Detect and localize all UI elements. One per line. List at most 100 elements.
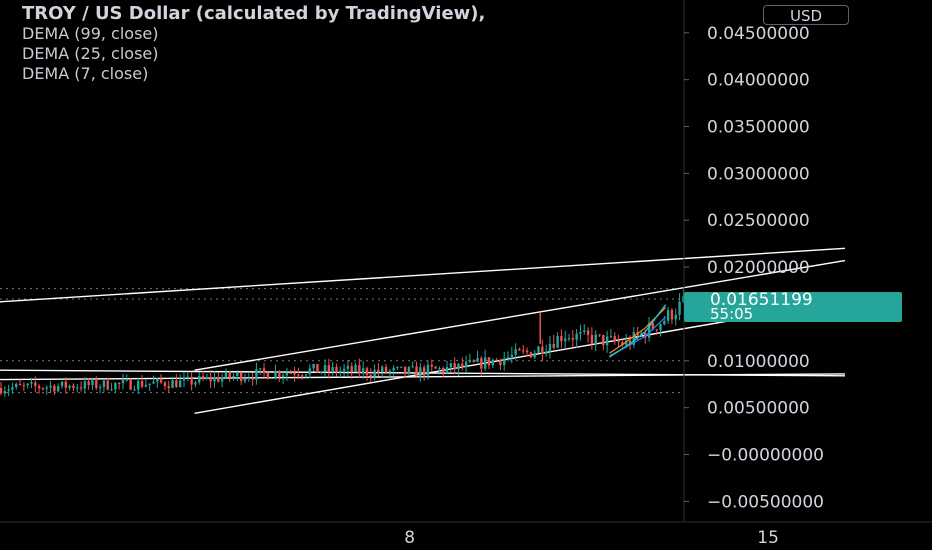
price-tick-label: 0.04500000 [707, 24, 810, 44]
candle-body [232, 375, 235, 378]
candle [159, 374, 163, 385]
candle-body [15, 384, 18, 388]
candle-body [49, 385, 52, 388]
candle-body [7, 389, 10, 392]
candle-body [346, 366, 350, 369]
candle [682, 288, 685, 304]
trendline-0 [0, 247, 845, 303]
candle [457, 362, 460, 377]
candle [125, 374, 129, 382]
last-price-value: 0.01651199 [710, 290, 813, 310]
candle [361, 361, 365, 379]
candle [121, 373, 125, 390]
candle [579, 324, 582, 341]
candle-body [438, 367, 441, 369]
candle-body [270, 377, 273, 380]
candle [289, 369, 292, 374]
candle-body [205, 376, 209, 379]
candle-body [41, 388, 45, 390]
candle [163, 380, 167, 390]
candle-body [464, 361, 468, 368]
price-axis[interactable]: 0.04500000 0.04000000 0.03500000 0.03000000… [684, 24, 824, 513]
time-axis[interactable]: 8 15 [404, 528, 779, 548]
candle [327, 358, 331, 379]
candle-body [594, 334, 597, 344]
candle [365, 366, 369, 381]
candle [472, 359, 475, 363]
candle-body [251, 378, 254, 380]
candle-body [91, 380, 94, 386]
candle [224, 368, 228, 380]
candle [632, 327, 636, 348]
candle [236, 370, 239, 382]
price-tick-label: 0.02500000 [707, 211, 810, 231]
candle-body [552, 343, 555, 348]
candle-body [266, 372, 270, 380]
candle [430, 359, 433, 373]
currency-button[interactable]: USD [763, 5, 849, 25]
candle-body [3, 391, 7, 394]
candle [342, 364, 346, 377]
candle-body [247, 378, 250, 380]
candle [522, 344, 525, 355]
indicator-dema-7[interactable]: DEMA (7, close) [22, 64, 149, 83]
candle-body [255, 369, 258, 380]
candle [369, 368, 372, 383]
candle-body [224, 371, 228, 378]
candle [255, 362, 258, 385]
candle-body [548, 343, 552, 352]
candle [270, 377, 273, 380]
candle-body [495, 359, 498, 361]
candle-body [37, 386, 41, 389]
candle-body [148, 383, 151, 386]
candle [243, 373, 247, 384]
candle [72, 383, 75, 392]
candle-body [525, 350, 529, 353]
candle-body [602, 334, 605, 346]
candle [37, 383, 41, 394]
candle-body [171, 380, 174, 388]
candle [60, 381, 64, 389]
candle-body [323, 365, 327, 372]
candle [339, 366, 342, 378]
candle [251, 372, 254, 386]
candle-body [26, 383, 29, 386]
candle-body [514, 349, 517, 355]
indicator-dema-25[interactable]: DEMA (25, close) [22, 44, 159, 63]
candle [49, 381, 52, 394]
candle [156, 377, 159, 389]
candle-body [613, 336, 616, 342]
candle-body [262, 368, 266, 373]
candle-body [121, 379, 125, 384]
time-tick-label: 15 [757, 528, 779, 548]
candle-body [335, 366, 338, 373]
candle-body [392, 367, 395, 371]
candle-body [403, 366, 407, 374]
candle [468, 353, 472, 364]
candle-body [30, 382, 33, 384]
candle [278, 369, 281, 382]
candle-body [64, 381, 68, 388]
candle-body [442, 367, 445, 373]
candle [537, 345, 540, 354]
candle-body [167, 386, 170, 388]
candle-body [483, 357, 487, 369]
candle [480, 355, 483, 376]
candle-body [560, 336, 563, 342]
candle-body [0, 387, 3, 394]
symbol-title[interactable]: TROY / US Dollar (calculated by TradingV… [22, 3, 486, 24]
indicator-dema-99[interactable]: DEMA (99, close) [22, 24, 159, 43]
candle [625, 333, 628, 348]
candle-body [163, 382, 167, 387]
candle [556, 332, 559, 349]
candle [442, 366, 445, 377]
price-tick-label: −0.00500000 [707, 492, 824, 512]
candle-body [316, 364, 319, 373]
candle [259, 368, 262, 375]
candle [213, 370, 216, 388]
candle [571, 330, 575, 348]
candle-body [129, 379, 132, 390]
candle-body [503, 358, 506, 365]
candle [117, 382, 121, 390]
